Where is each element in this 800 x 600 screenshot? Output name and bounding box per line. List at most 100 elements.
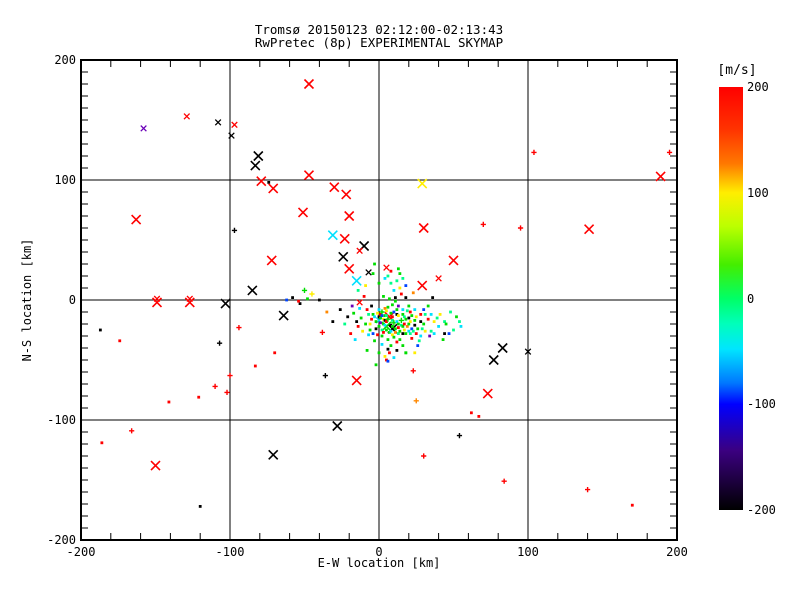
data-point (376, 311, 379, 315)
data-point (346, 315, 350, 319)
data-point (399, 292, 403, 296)
data-point (414, 315, 418, 319)
data-point (118, 339, 122, 343)
data-point (129, 428, 135, 434)
chart-subtitle: RwPretec (8p) EXPERIMENTAL SKYMAP (254, 34, 504, 50)
data-point (167, 400, 171, 404)
data-point (268, 449, 279, 460)
data-point (417, 178, 428, 189)
data-point (482, 388, 493, 399)
data-point (417, 339, 421, 343)
data-point (395, 340, 399, 344)
data-point (371, 272, 375, 275)
data-point (278, 310, 289, 321)
data-point (388, 297, 391, 301)
data-point (458, 320, 461, 323)
data-point (374, 363, 378, 367)
data-point (448, 255, 459, 266)
data-point (150, 460, 161, 471)
data-point (380, 334, 384, 338)
x-tick-label: -100 (215, 545, 245, 559)
data-point (247, 285, 258, 296)
data-point (401, 277, 405, 280)
data-point (497, 342, 508, 354)
data-point (398, 317, 404, 323)
data-point (524, 348, 532, 355)
data-point (371, 313, 375, 316)
data-point (455, 315, 458, 319)
data-point (422, 322, 426, 326)
data-point (531, 149, 537, 155)
y-tick-label: 200 (54, 53, 76, 67)
data-point (382, 331, 385, 334)
data-point (383, 277, 387, 280)
data-point (517, 225, 524, 231)
data-point (377, 351, 381, 355)
data-point (411, 329, 415, 333)
data-point (416, 344, 420, 347)
data-point (443, 320, 446, 323)
data-point (268, 183, 279, 194)
data-point (389, 323, 393, 327)
data-point (349, 332, 353, 335)
data-point (253, 150, 264, 162)
data-point (404, 332, 408, 335)
data-point (441, 338, 445, 341)
data-point (100, 441, 104, 445)
data-point (352, 311, 356, 315)
data-point (329, 182, 340, 193)
data-point (383, 355, 387, 358)
data-point (341, 189, 352, 200)
data-point (391, 319, 394, 322)
data-point (395, 308, 399, 311)
data-point (338, 308, 342, 311)
data-point (392, 356, 396, 359)
data-point (396, 322, 400, 326)
data-point (298, 302, 302, 305)
minor-ticks (81, 60, 677, 540)
data-point (388, 351, 391, 355)
data-point (216, 340, 223, 346)
data-point (404, 296, 408, 299)
x-tick-label: -200 (66, 545, 96, 559)
data-point (253, 364, 257, 368)
colorbar-tick-label: 100 (747, 185, 769, 200)
data-point (398, 272, 402, 275)
y-tick-label: -200 (47, 533, 76, 547)
colorbar (719, 87, 743, 510)
data-point (220, 298, 231, 309)
colorbar-tick-label: 0 (747, 291, 755, 306)
data-point (373, 262, 376, 266)
data-point (401, 344, 405, 347)
colorbar-tick-label: -100 (747, 397, 776, 412)
data-point (359, 316, 363, 320)
data-point (383, 307, 387, 310)
data-point (426, 317, 430, 321)
data-point (584, 224, 595, 235)
data-point (402, 322, 406, 326)
data-point (395, 349, 399, 352)
data-point (256, 176, 267, 187)
data-point (353, 338, 357, 341)
data-point (398, 286, 402, 290)
data-point (356, 299, 363, 306)
data-point (419, 313, 423, 316)
data-point (655, 171, 666, 182)
data-point (383, 314, 387, 317)
data-point (395, 320, 399, 323)
data-point (413, 323, 417, 327)
data-point (198, 505, 202, 508)
data-point (389, 329, 393, 333)
data-point (428, 334, 432, 338)
data-point (377, 325, 381, 328)
data-point (408, 310, 412, 314)
y-tick-label: 100 (54, 173, 76, 187)
data-point (212, 383, 218, 389)
data-point (488, 354, 499, 366)
data-point (377, 315, 381, 319)
data-point (404, 284, 408, 287)
data-point (398, 329, 402, 333)
data-point (297, 207, 309, 218)
data-point (383, 264, 390, 271)
